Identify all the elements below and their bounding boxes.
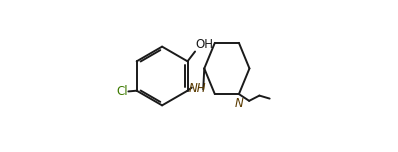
Text: NH: NH — [189, 82, 206, 95]
Text: Cl: Cl — [116, 85, 128, 98]
Text: N: N — [234, 97, 243, 110]
Text: OH: OH — [196, 38, 214, 51]
